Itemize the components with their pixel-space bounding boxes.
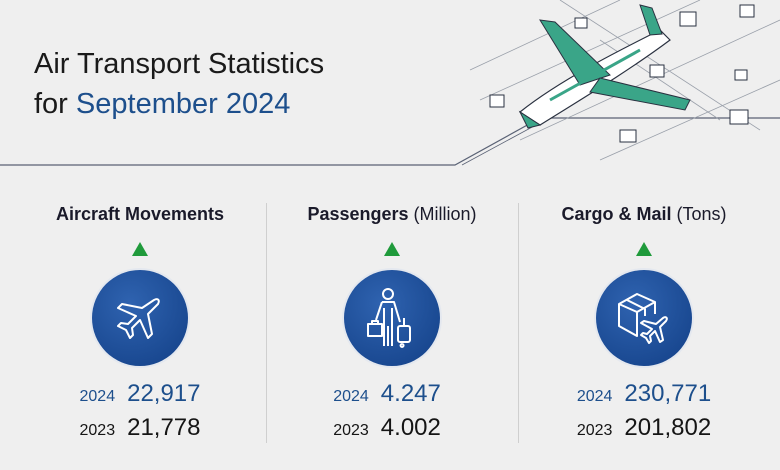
stat-row-current: 2024 22,917 (79, 380, 201, 407)
stat-passengers: Passengers (Million) 2024 4.247 2023 4.002 (266, 200, 518, 442)
stat-aircraft-movements: Aircraft Movements 2024 22,917 2023 21,778 (14, 200, 266, 442)
stat-icon-circle (344, 270, 440, 366)
trend-up-icon (636, 242, 652, 256)
stat-row-previous: 2023 4.002 (333, 414, 441, 441)
stat-cargo-mail: Cargo & Mail (Tons) 2024 230,771 2023 201,… (518, 200, 770, 442)
stat-heading: Passengers (Million) (307, 204, 477, 224)
traveler-luggage-icon (367, 288, 411, 348)
column-divider (266, 203, 267, 443)
trend-up-icon (384, 242, 400, 256)
stat-heading: Aircraft Movements (55, 204, 225, 224)
stat-icon-circle (92, 270, 188, 366)
trend-up-icon (132, 242, 148, 256)
cargo-box-plane-icon (618, 293, 668, 344)
stat-row-previous: 2023 201,802 (576, 414, 712, 441)
airplane-illustration (518, 4, 691, 129)
title-line-2: for September 2024 (34, 88, 291, 120)
stat-row-previous: 2023 21,778 (79, 414, 201, 441)
stat-heading: Cargo & Mail (Tons) (561, 204, 727, 224)
page-title: Air Transport Statistics for September 2… (34, 44, 324, 124)
airplane-icon (117, 298, 160, 339)
title-month: September 2024 (75, 88, 291, 120)
column-divider (518, 203, 519, 443)
stat-row-current: 2024 230,771 (576, 380, 712, 407)
title-line-1: Air Transport Statistics (34, 48, 325, 80)
stat-icon-circle (596, 270, 692, 366)
cargo-boxes (489, 4, 755, 143)
header-illustration (0, 0, 780, 166)
stat-row-current: 2024 4.247 (333, 380, 441, 407)
